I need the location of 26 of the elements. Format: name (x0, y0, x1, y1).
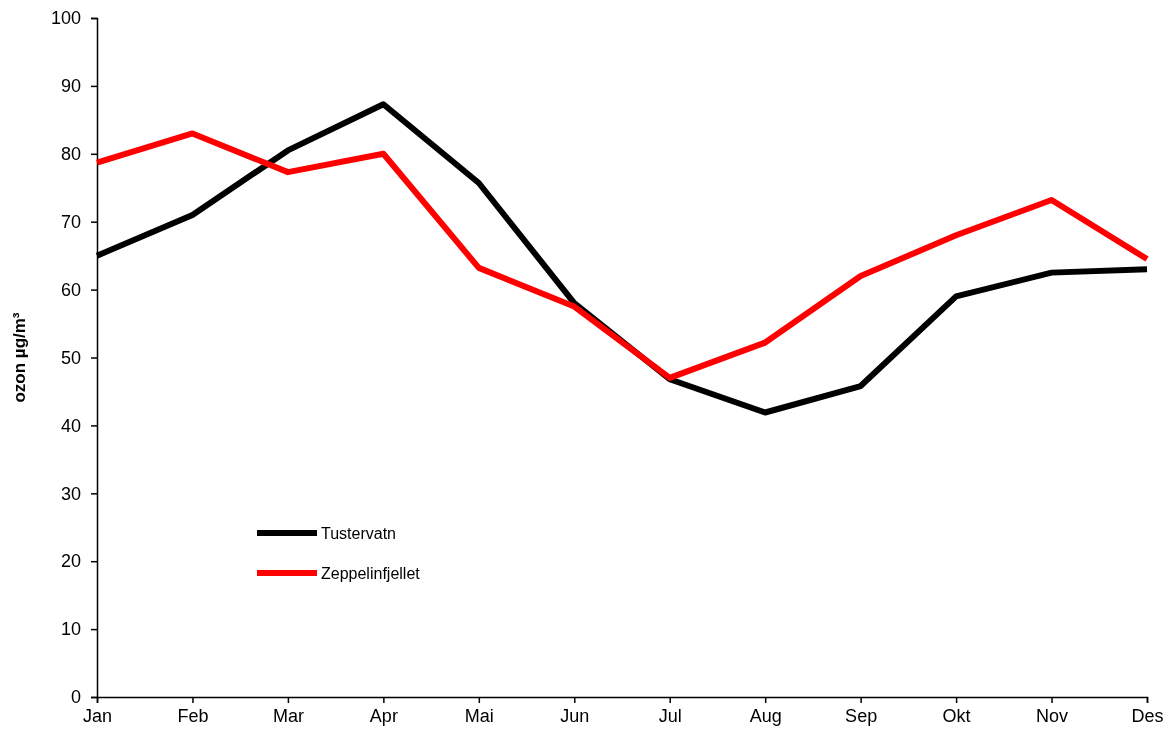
x-tick-label: Des (1131, 705, 1164, 726)
legend-label: Tustervatn (321, 525, 396, 542)
legend-label: Zeppelinfjellet (321, 565, 421, 582)
x-tick-label: Aug (749, 705, 782, 726)
x-tick-label: Feb (177, 705, 209, 726)
y-tick-label: 80 (60, 144, 81, 165)
y-tick-label: 0 (70, 687, 81, 708)
y-tick-label: 60 (60, 279, 81, 300)
y-tick-label: 90 (60, 76, 81, 97)
x-tick-label: Jul (658, 705, 682, 726)
y-tick-label: 40 (60, 415, 81, 436)
x-tick-label: Sep (845, 705, 878, 726)
y-tick-label: 10 (60, 619, 81, 640)
y-axis-title: ozon µg/m³ (10, 312, 29, 403)
y-tick-label: 20 (60, 551, 81, 572)
x-tick-label: Okt (942, 705, 971, 726)
y-tick-label: 100 (50, 8, 81, 29)
x-tick-label: Mar (272, 705, 304, 726)
x-tick-label: Nov (1036, 705, 1069, 726)
x-tick-label: Apr (369, 705, 398, 726)
x-tick-label: Mai (464, 705, 494, 726)
y-tick-label: 50 (60, 347, 81, 368)
y-tick-label: 30 (60, 483, 81, 504)
y-tick-label: 70 (60, 211, 81, 232)
x-tick-label: Jan (82, 705, 113, 726)
x-tick-label: Jun (560, 705, 590, 726)
